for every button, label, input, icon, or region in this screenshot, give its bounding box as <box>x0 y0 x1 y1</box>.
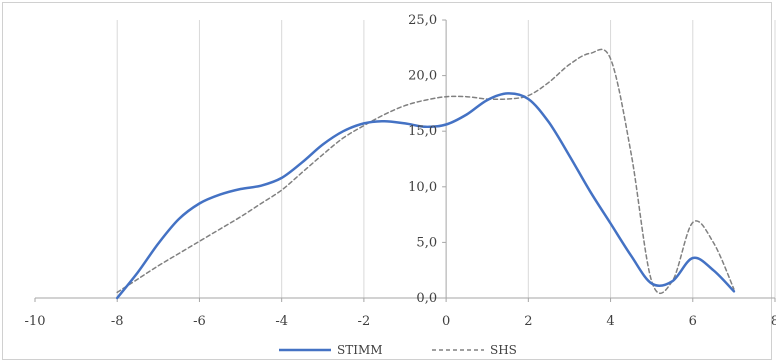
x-tick-label-5: 0 <box>442 314 450 329</box>
x-tick-labels: -10 -8 -6 -4 -2 0 2 4 6 8 <box>25 314 776 329</box>
x-tick-label-8: 6 <box>689 314 697 329</box>
y-tick-label-1: 5,0 <box>416 235 437 250</box>
y-tick-label-5: 25,0 <box>408 13 437 28</box>
chart-frame <box>2 2 772 360</box>
y-tick-label-3: 15,0 <box>408 124 437 139</box>
x-tick-label-7: 4 <box>606 314 614 329</box>
series-lines <box>115 48 736 300</box>
x-tick-label-1: -8 <box>111 314 124 329</box>
y-tick-labels: 0,0 5,0 10,0 15,0 20,0 25,0 <box>408 13 437 306</box>
legend-label-stimm: STIMM <box>337 343 383 357</box>
y-tick-label-2: 10,0 <box>408 180 437 195</box>
legend-label-shs: SHS <box>490 343 517 357</box>
x-tick-label-4: -2 <box>358 314 371 329</box>
series-line-stimm <box>115 92 736 300</box>
x-tick-label-0: -10 <box>25 314 46 329</box>
series-line-shs <box>116 48 735 294</box>
y-tick-label-4: 20,0 <box>408 69 437 84</box>
x-tick-label-3: -4 <box>275 314 288 329</box>
x-tick-label-6: 2 <box>524 314 532 329</box>
x-tick-label-9: 8 <box>771 314 776 329</box>
legend: STIMM SHS <box>279 343 517 357</box>
y-tick-label-0: 0,0 <box>416 291 437 306</box>
grid-lines <box>116 20 776 298</box>
x-tick-label-2: -6 <box>193 314 206 329</box>
x-axis <box>34 19 776 302</box>
